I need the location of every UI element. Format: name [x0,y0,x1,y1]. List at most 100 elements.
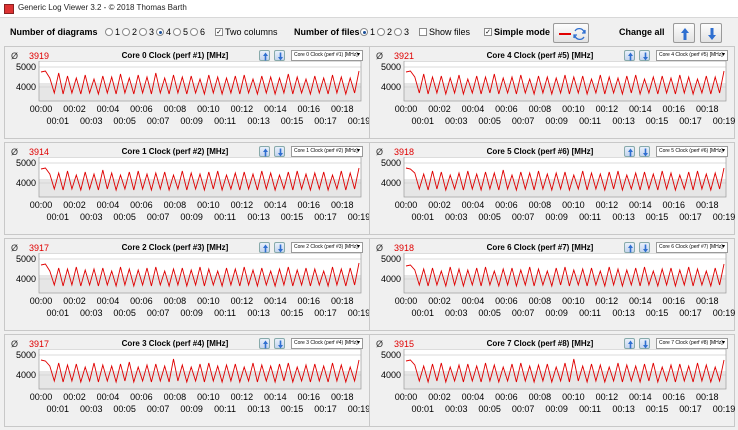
y-tick-label: 4000 [16,82,36,92]
y-tick-label: 4000 [16,370,36,380]
radio-dot [394,28,402,36]
x-tick-label: 00:01 [411,308,434,318]
x-tick-label: 00:09 [180,116,203,126]
x-tick-label: 00:10 [197,392,220,402]
x-tick-label: 00:02 [63,296,86,306]
x-tick-label: 00:02 [428,392,451,402]
arrow-down-icon [643,244,648,253]
move-up-button[interactable] [259,146,270,157]
sensor-select[interactable]: Core 5 Clock (perf #6) [MHz] ▾ [656,146,728,157]
arrow-up-icon [628,244,633,253]
chevron-down-icon: ▾ [356,52,360,58]
files-radio-1[interactable]: 1 [360,27,375,37]
move-up-button[interactable] [624,242,635,253]
move-up-button[interactable] [624,50,635,61]
diagrams-radio-2[interactable]: 2 [122,27,137,37]
plot-border [403,157,727,198]
sensor-select[interactable]: Core 6 Clock (perf #7) [MHz] ▾ [656,242,728,253]
radio-dot [139,28,147,36]
y-tick-label: 5000 [381,254,401,264]
simple-mode-checkbox[interactable]: ✓ Simple mode [484,27,551,37]
y-tick-label: 5000 [16,62,36,72]
sensor-select[interactable]: Core 2 Clock (perf #3) [MHz] ▾ [291,242,363,253]
move-up-button[interactable] [624,146,635,157]
radio-dot [360,28,368,36]
x-tick-label: 00:09 [545,116,568,126]
plot-border [38,253,362,294]
move-down-button[interactable] [274,146,285,157]
plot-border [38,157,362,198]
sensor-select-value: Core 3 Clock (perf #4) [MHz] [294,340,358,346]
sensor-select-value: Core 1 Clock (perf #2) [MHz] [294,148,358,154]
toolbar: Number of diagrams 1 2 3 4 5 6 ✓ Two colu… [0,18,738,46]
show-files-checkbox[interactable]: Show files [419,27,470,37]
x-tick-label: 00:15 [281,116,304,126]
x-tick-label: 00:13 [612,404,635,414]
x-tick-label: 00:03 [445,308,468,318]
x-tick-label: 00:19 [713,212,736,222]
sensor-select[interactable]: Core 7 Clock (perf #8) [MHz] ▾ [656,338,728,349]
x-tick-label: 00:11 [214,308,236,318]
x-tick-label: 00:17 [314,404,337,414]
move-up-button[interactable] [259,338,270,349]
move-down-button[interactable] [274,242,285,253]
series-line [405,358,725,384]
clock-line-chart: 5000 4000 00:00 00:02 00:04 00:06 00:08 00:10 00… [16,157,370,222]
diagram-title: Core 1 Clock (perf #2) [MHz] [121,147,229,156]
line-color-button[interactable] [553,23,589,43]
x-tick-label: 00:13 [612,116,635,126]
x-tick-label: 00:05 [113,308,136,318]
diagrams-radio-1[interactable]: 1 [105,27,120,37]
move-up-button[interactable] [259,242,270,253]
diagrams-radio-5[interactable]: 5 [173,27,188,37]
x-tick-label: 00:10 [197,104,220,114]
plot-border [38,349,362,390]
diagram-title: Core 2 Clock (perf #3) [MHz] [121,243,229,252]
diagrams-radio-6[interactable]: 6 [190,27,205,37]
move-down-button[interactable] [274,50,285,61]
x-tick-label: 00:06 [495,296,518,306]
two-columns-checkbox[interactable]: ✓ Two columns [215,27,278,37]
radio-dot [105,28,113,36]
x-tick-label: 00:04 [462,104,485,114]
move-down-button[interactable] [639,50,650,61]
arrow-up-icon [263,340,268,349]
diagrams-radio-3[interactable]: 3 [139,27,154,37]
arrow-up-icon [628,148,633,157]
diagrams-radio-4[interactable]: 4 [156,27,171,37]
sensor-select[interactable]: Core 4 Clock (perf #5) [MHz] ▾ [656,50,728,61]
sensor-select[interactable]: Core 1 Clock (perf #2) [MHz] ▾ [291,146,363,157]
move-down-button[interactable] [274,338,285,349]
move-up-all-button[interactable] [673,23,695,43]
plot-border [38,61,362,102]
x-tick-label: 00:15 [281,212,304,222]
x-tick-label: 00:07 [147,404,170,414]
average-symbol: Ø [376,243,384,253]
x-tick-label: 00:09 [545,308,568,318]
average-value: 3917 [29,339,50,349]
sensor-select[interactable]: Core 3 Clock (perf #4) [MHz] ▾ [291,338,363,349]
move-up-button[interactable] [259,50,270,61]
x-tick-label: 00:09 [545,404,568,414]
x-tick-label: 00:18 [331,104,354,114]
x-tick-label: 00:00 [395,296,418,306]
chevron-down-icon: ▾ [356,148,360,154]
x-tick-label: 00:02 [63,392,86,402]
diagram-panel: Ø 3918 Core 5 Clock (perf #6) [MHz] Core 5 … [369,142,735,235]
files-radio-2[interactable]: 2 [377,27,392,37]
x-tick-label: 00:05 [113,404,136,414]
sensor-select[interactable]: Core 0 Clock (perf #1) [MHz] ▾ [291,50,363,61]
move-down-button[interactable] [639,146,650,157]
move-down-all-button[interactable] [700,23,722,43]
arrow-up-icon [628,52,633,61]
x-tick-label: 00:08 [529,200,552,210]
move-down-button[interactable] [639,242,650,253]
move-down-button[interactable] [639,338,650,349]
x-tick-label: 00:03 [445,404,468,414]
x-tick-label: 00:19 [713,116,736,126]
move-up-button[interactable] [624,338,635,349]
x-tick-label: 00:15 [646,404,669,414]
x-tick-label: 00:17 [314,308,337,318]
files-radio-3[interactable]: 3 [394,27,409,37]
x-tick-label: 00:13 [247,116,270,126]
